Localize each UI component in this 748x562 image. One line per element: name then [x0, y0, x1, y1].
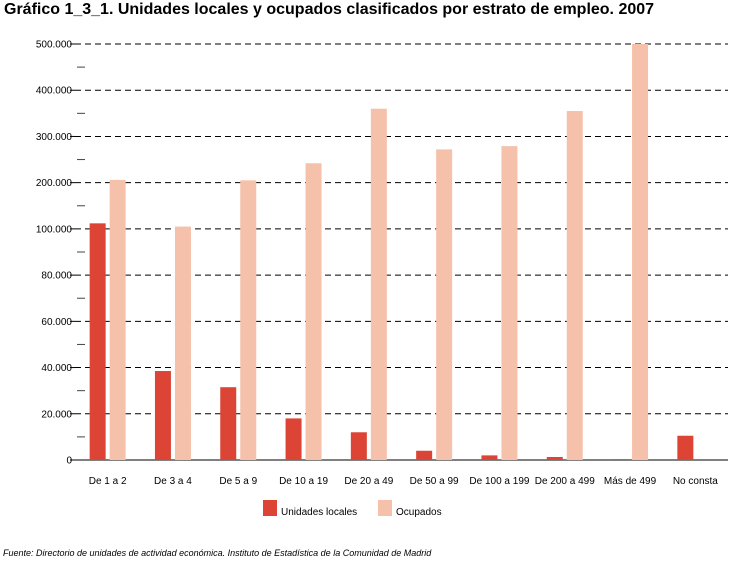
y-tick-label: 400.000	[36, 86, 73, 97]
grid-lines	[75, 43, 728, 461]
x-tick-label: No consta	[673, 476, 718, 487]
y-axis: 0 20.000 40.000 60.000 80.000 100.000 200.000 3…	[36, 40, 85, 467]
bar-ocupados	[240, 180, 257, 460]
bar-ocupados	[632, 44, 649, 460]
y-tick-label: 300.000	[36, 132, 73, 143]
source-note: Fuente: Directorio de unidades de activi…	[3, 548, 432, 558]
y-tick-label: 40.000	[41, 363, 72, 374]
x-tick-label: De 200 a 499	[535, 476, 595, 487]
x-tick-label: De 1 a 2	[89, 476, 127, 487]
bar-unidades-locales	[546, 456, 563, 460]
x-axis: De 1 a 2 De 3 a 4 De 5 a 9 De 10 a 19 De 20 …	[89, 476, 719, 487]
y-tick-label: 200.000	[36, 178, 73, 189]
bar-unidades-locales	[416, 450, 433, 460]
chart-title: Gráfico 1_3_1. Unidades locales y ocupad…	[4, 1, 655, 18]
bar-unidades-locales	[481, 455, 498, 460]
bar-unidades-locales	[285, 418, 302, 460]
legend-label: Ocupados	[396, 507, 442, 518]
x-tick-label: De 10 a 19	[279, 476, 328, 487]
bar-unidades-locales	[154, 371, 171, 460]
legend-label: Unidades locales	[281, 507, 357, 518]
x-tick-label: De 20 a 49	[344, 476, 393, 487]
legend-swatch	[263, 500, 277, 516]
x-tick-label: De 5 a 9	[219, 476, 257, 487]
bar-unidades-locales	[612, 459, 629, 460]
y-tick-label: 0	[66, 456, 72, 467]
bar-ocupados	[370, 108, 387, 460]
legend: Unidades locales Ocupados	[263, 500, 442, 518]
bar-ocupados	[566, 111, 583, 461]
bar-ocupados	[109, 179, 126, 461]
y-tick-label: 80.000	[41, 271, 72, 282]
y-tick-label: 60.000	[41, 317, 72, 328]
y-tick-label: 100.000	[36, 224, 73, 235]
bar-ocupados	[305, 163, 322, 460]
x-tick-label: De 100 a 199	[469, 476, 529, 487]
bar-unidades-locales	[350, 432, 367, 460]
bar-ocupados	[174, 226, 191, 460]
x-tick-label: De 50 a 99	[410, 476, 459, 487]
x-tick-label: De 3 a 4	[154, 476, 192, 487]
bar-ocupados	[501, 146, 518, 460]
y-tick-label: 500.000	[36, 40, 73, 51]
bar-chart: 0 20.000 40.000 60.000 80.000 100.000 200.000 3…	[36, 40, 728, 518]
bars	[89, 44, 694, 461]
x-tick-label: Más de 499	[604, 476, 657, 487]
bar-unidades-locales	[677, 435, 694, 460]
y-tick-label: 20.000	[41, 409, 72, 420]
legend-swatch	[378, 500, 392, 516]
bar-unidades-locales	[89, 223, 106, 460]
bar-unidades-locales	[220, 387, 237, 460]
bar-ocupados	[436, 149, 453, 461]
